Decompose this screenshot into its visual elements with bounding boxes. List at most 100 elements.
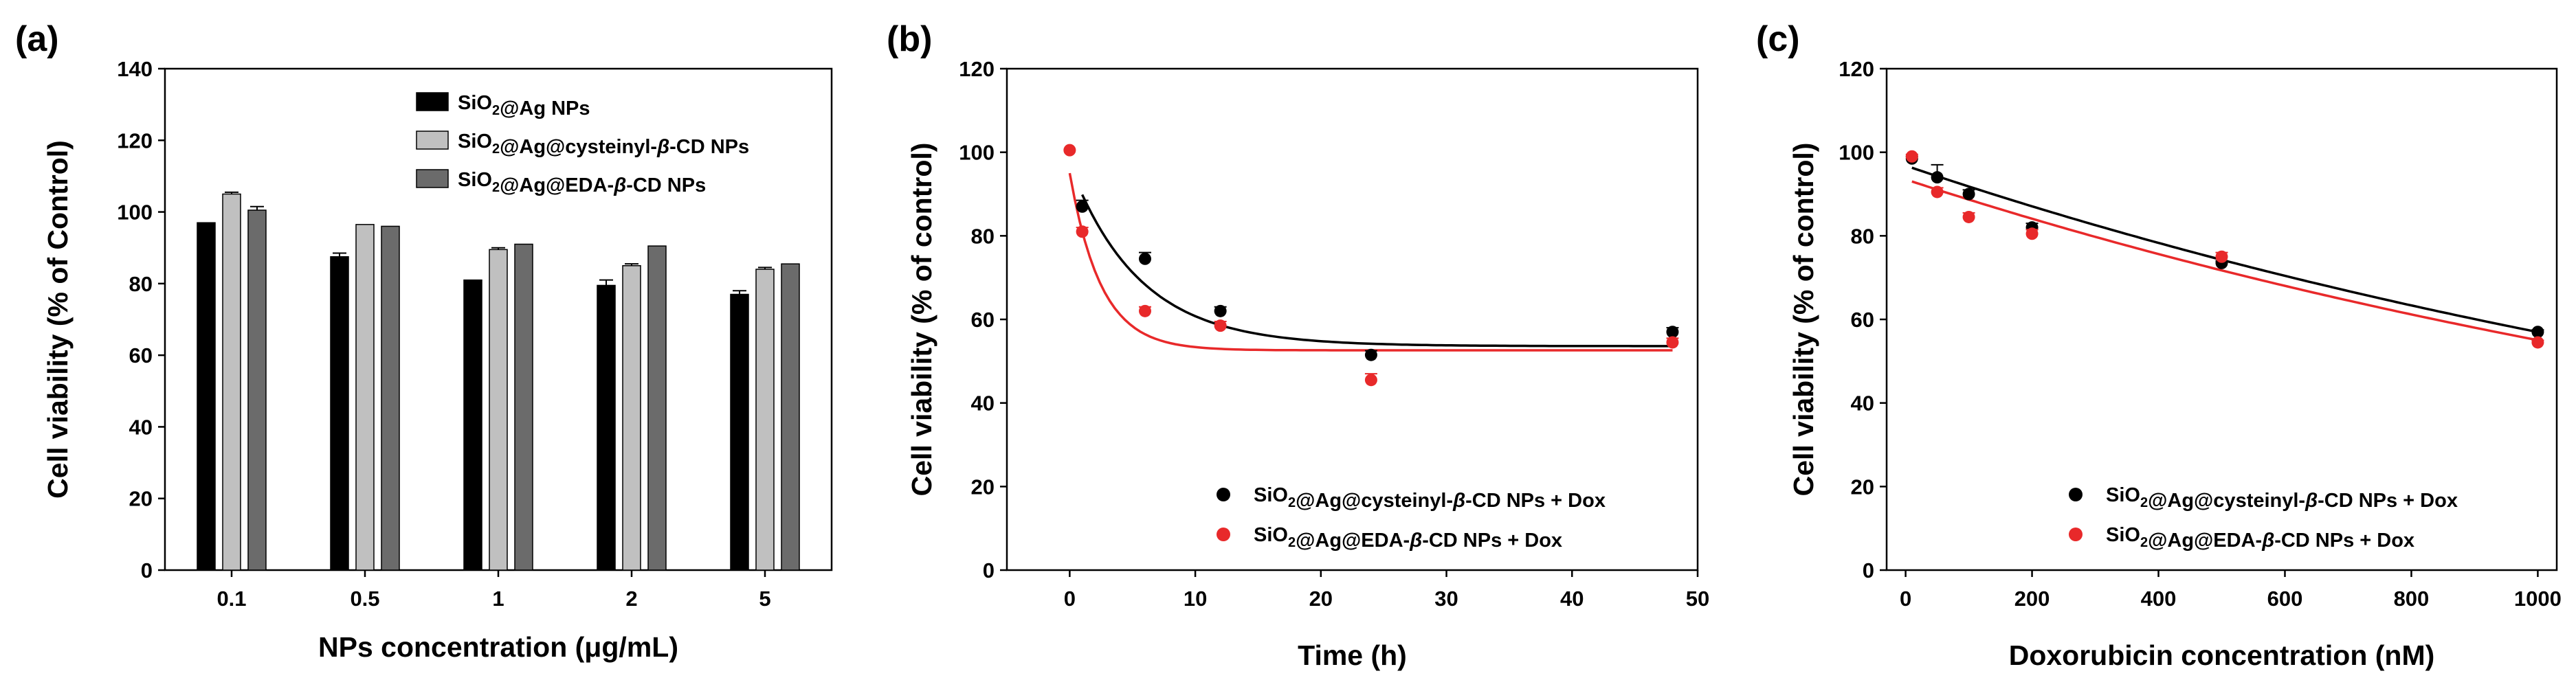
y-tick-label: 100	[117, 201, 153, 225]
data-point	[1139, 304, 1151, 317]
bar	[381, 225, 400, 571]
x-tick-label: 40	[1560, 587, 1584, 611]
x-tick-label: 5	[759, 587, 770, 611]
y-tick-label: 0	[983, 558, 995, 582]
x-tick-label: 10	[1184, 587, 1207, 611]
y-tick-label: 60	[1851, 308, 1874, 332]
x-axis-label: NPs concentration (μg/mL)	[318, 631, 678, 663]
y-axis-label: Cell viability (% of control)	[1788, 143, 1819, 497]
data-point	[1666, 326, 1679, 339]
legend-entry: SiO2@Ag@cysteinyl-β-CD NPs + Dox	[1254, 484, 1606, 512]
panel-b-time-chart: 0 20 40 60 80 100 120 0 10 20 30 40 50 SiO2@Ag@cystei…	[887, 19, 1709, 671]
bar	[330, 256, 349, 571]
x-tick-label: 20	[1309, 587, 1333, 611]
y-tick-label: 100	[959, 141, 995, 165]
x-axis-label: Doxorubicin concentration (nM)	[2009, 639, 2435, 671]
panel-label: (c)	[1756, 19, 1800, 59]
panel-label: (a)	[15, 19, 59, 59]
fit-curve	[1068, 172, 1673, 352]
fit-curve	[1911, 180, 2538, 341]
x-tick-label: 1	[492, 587, 504, 611]
data-point	[2025, 227, 2039, 240]
data-point	[1076, 200, 1089, 213]
bar	[197, 222, 216, 571]
data-point	[1666, 336, 1679, 349]
legend-marker	[1217, 528, 1230, 541]
bar	[355, 224, 375, 571]
legend-marker	[1217, 488, 1230, 501]
bar	[247, 209, 267, 571]
legend-entry: SiO2@Ag NPs	[458, 92, 590, 120]
bar	[730, 293, 749, 571]
y-tick-label: 40	[971, 392, 995, 416]
legend-swatch	[416, 169, 449, 188]
legend-entry: SiO2@Ag@cysteinyl-β-CD NPs + Dox	[2106, 484, 2458, 512]
data-point	[2531, 336, 2544, 349]
data-point	[1076, 225, 1089, 238]
x-tick-label: 600	[2267, 587, 2303, 611]
legend-marker	[2069, 488, 2083, 501]
legend-entry: SiO2@Ag@EDA-β-CD NPs + Dox	[2106, 524, 2414, 552]
y-tick-label: 40	[1851, 392, 1874, 416]
y-tick-label: 20	[1851, 475, 1874, 499]
data-point	[1905, 150, 1918, 163]
x-tick-label: 50	[1686, 587, 1709, 611]
bar	[514, 243, 533, 571]
y-axis-label: Cell viability (% of control)	[906, 143, 937, 497]
y-tick-label: 80	[129, 272, 153, 296]
panel-label: (b)	[887, 19, 932, 59]
fit-curve	[1911, 166, 2538, 334]
x-tick-label: 0.5	[350, 587, 379, 611]
data-point	[1214, 319, 1227, 332]
y-tick-label: 0	[141, 558, 153, 582]
bar	[647, 245, 667, 571]
panel-a-bar-chart: 0 20 40 60 80 100 120 140 0.1 0.5 1 2 5 SiO2@Ag NPs Si…	[15, 19, 833, 663]
y-axis-label: Cell viability (% of Control)	[42, 140, 74, 499]
x-tick-label: 0.1	[216, 587, 246, 611]
y-tick-label: 140	[117, 57, 153, 81]
data-point	[1214, 304, 1227, 317]
x-tick-label: 2	[625, 587, 637, 611]
data-point	[1063, 144, 1076, 157]
y-tick-label: 40	[129, 415, 153, 439]
fit-curve	[1081, 194, 1673, 348]
legend-entry: SiO2@Ag@cysteinyl-β-CD NPs	[458, 131, 749, 158]
legend-entry: SiO2@Ag@EDA-β-CD NPs + Dox	[1254, 524, 1562, 552]
legend-entry: SiO2@Ag@EDA-β-CD NPs	[458, 169, 706, 196]
data-point	[2531, 326, 2544, 339]
y-tick-label: 100	[1839, 141, 1874, 165]
y-tick-label: 120	[117, 128, 153, 152]
data-point	[1931, 171, 1944, 184]
bar	[222, 193, 241, 571]
x-axis-label: Time (h)	[1298, 639, 1407, 671]
x-tick-label: 30	[1434, 587, 1458, 611]
y-tick-label: 120	[959, 57, 995, 81]
y-tick-label: 20	[129, 487, 153, 511]
bar	[622, 265, 641, 571]
legend-swatch	[416, 131, 449, 150]
data-point	[1364, 374, 1377, 387]
x-tick-label: 200	[2014, 587, 2050, 611]
y-tick-label: 80	[1851, 224, 1874, 248]
data-point	[1931, 185, 1944, 199]
bar	[755, 269, 775, 571]
y-tick-label: 120	[1839, 57, 1874, 81]
x-tick-label: 800	[2394, 587, 2430, 611]
y-tick-label: 20	[971, 475, 995, 499]
bar	[597, 284, 616, 571]
legend-marker	[2069, 528, 2083, 541]
y-tick-label: 0	[1863, 558, 1874, 582]
legend-swatch	[416, 92, 449, 111]
y-tick-label: 60	[129, 343, 153, 367]
data-point	[2215, 250, 2228, 263]
bar	[489, 249, 508, 571]
bar	[781, 263, 800, 571]
x-tick-label: 0	[1064, 587, 1076, 611]
data-point	[1139, 252, 1151, 265]
x-tick-label: 1000	[2514, 587, 2562, 611]
x-tick-label: 0	[1900, 587, 1911, 611]
y-tick-label: 80	[971, 224, 995, 248]
data-point	[1962, 188, 1975, 201]
bar	[463, 279, 482, 571]
